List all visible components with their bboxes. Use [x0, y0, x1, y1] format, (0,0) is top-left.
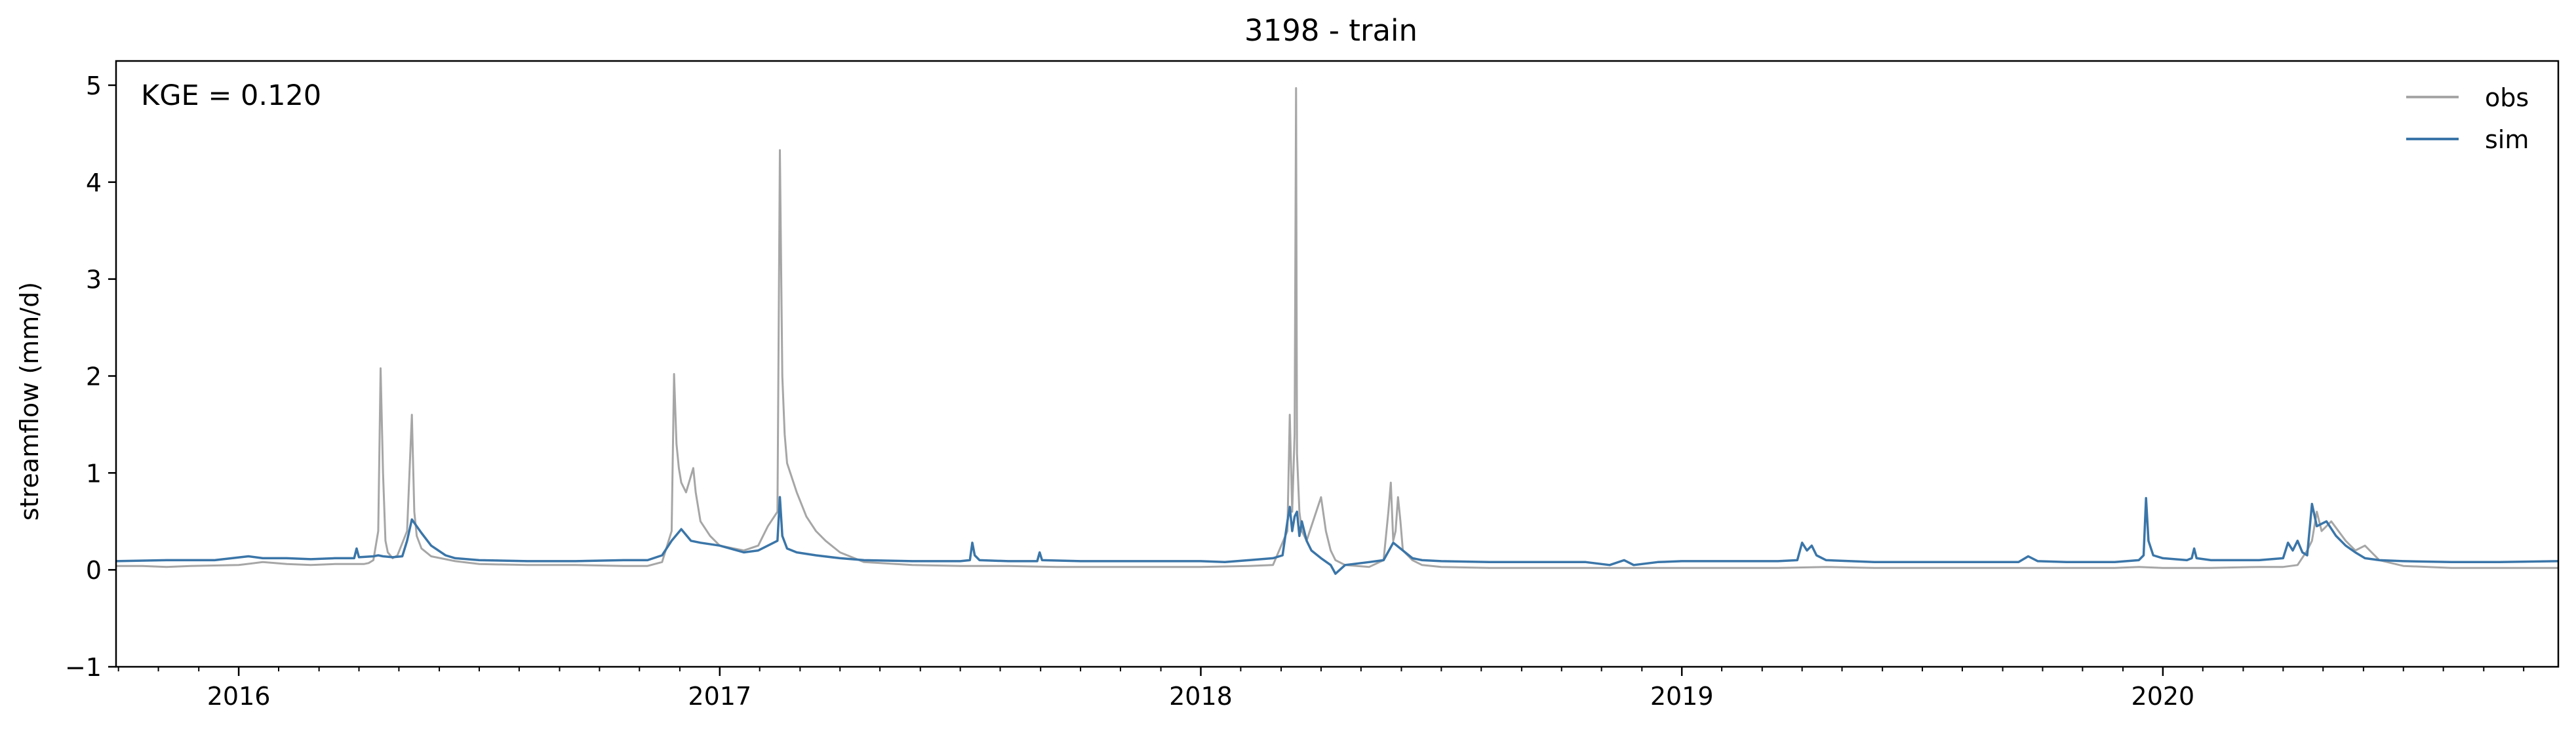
series-layer: [116, 87, 2558, 575]
plot-area: −1 0 1 2 3 4 5 2016 2017 2018 2019 2020 KGE = 0.120…: [65, 60, 2560, 711]
y-tick-label: 2: [86, 362, 102, 391]
y-tick-label: 3: [86, 266, 102, 294]
y-tick-label: 4: [86, 168, 102, 197]
y-tick-label: 0: [86, 556, 102, 585]
x-tick-label: 2016: [207, 682, 271, 711]
axis-ticks: −1 0 1 2 3 4 5 2016 2017 2018 2019 2020: [65, 71, 2525, 711]
chart-title: 3198 - train: [1244, 13, 1417, 48]
y-tick-label: −1: [65, 653, 102, 682]
y-tick-label: 5: [86, 71, 102, 100]
x-tick-label: 2018: [1169, 682, 1233, 711]
series-line-sim: [116, 496, 2558, 575]
legend-label-sim: sim: [2485, 125, 2529, 154]
x-tick-label: 2019: [1650, 682, 1714, 711]
series-line-obs: [116, 87, 2558, 569]
legend: obs sim: [2406, 83, 2529, 154]
kge-annotation: KGE = 0.120: [141, 79, 321, 112]
y-axis-label: streamflow (mm/d): [15, 282, 44, 521]
y-tick-label: 1: [86, 459, 102, 488]
x-tick-label: 2020: [2131, 682, 2195, 711]
x-tick-label: 2017: [688, 682, 751, 711]
legend-label-obs: obs: [2485, 83, 2529, 112]
plot-frame: [115, 60, 2560, 668]
